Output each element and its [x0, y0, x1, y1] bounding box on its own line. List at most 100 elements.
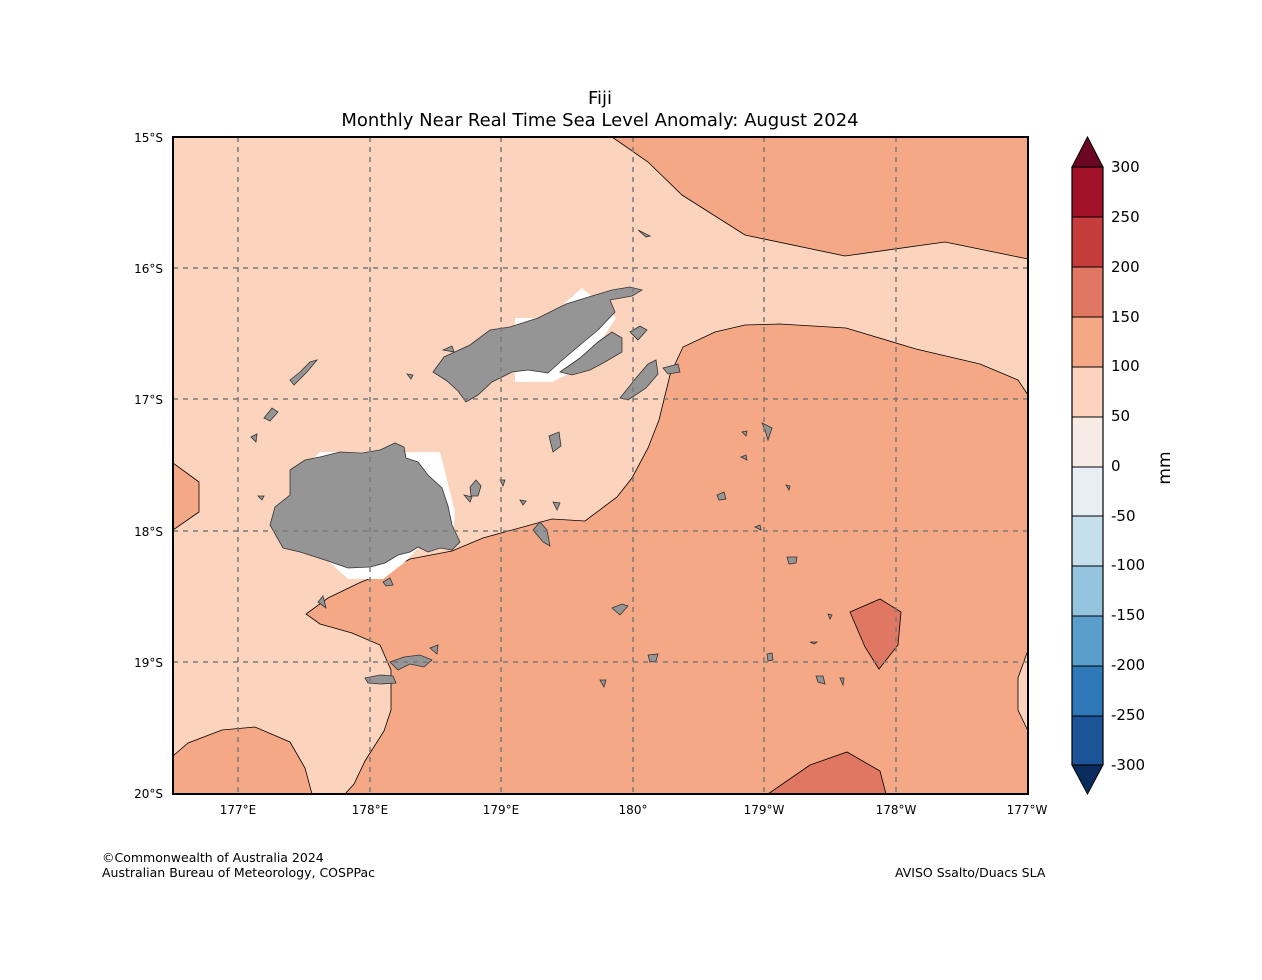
island-vanua-balavu — [662, 363, 681, 375]
island-koro — [548, 431, 562, 453]
map-frame — [172, 136, 1029, 795]
colorbar-cell — [1072, 666, 1103, 716]
lon-label: 177°W — [1007, 803, 1048, 817]
lon-label: 178°E — [352, 803, 389, 817]
island-yasawa-1 — [289, 359, 319, 386]
colorbar-tick: -150 — [1111, 606, 1145, 624]
colorbar-tick: -300 — [1111, 756, 1145, 774]
chart-subtitle: Monthly Near Real Time Sea Level Anomaly… — [341, 110, 859, 131]
island-lau-6 — [786, 556, 798, 565]
lon-label: 178°W — [876, 803, 917, 817]
lon-label: 177°E — [220, 803, 257, 817]
island-lau-12 — [815, 675, 826, 685]
colorbar-frame — [1071, 166, 1104, 766]
lon-label: 179°E — [483, 803, 520, 817]
island-beqa — [382, 577, 394, 587]
colorbar-ticks: 300 250 200 150 100 50 0 -50 -100 -150 -… — [1111, 158, 1145, 774]
agency-text: Australian Bureau of Meteorology, COSPPa… — [102, 865, 375, 880]
colorbar-tick: -100 — [1111, 556, 1145, 574]
island-small-east-1 — [462, 494, 473, 503]
lon-label: 179°W — [744, 803, 785, 817]
island-yasawa-3 — [250, 433, 258, 443]
colorbar-cell — [1072, 516, 1103, 566]
island-small-sw — [257, 495, 265, 501]
colorbar-dividers — [1072, 216, 1103, 717]
colorbar-cell — [1072, 217, 1103, 267]
colorbar-cell — [1072, 167, 1103, 217]
lat-label: 19°S — [134, 656, 163, 670]
colorbar: 300 250 200 150 100 50 0 -50 -100 -150 -… — [1071, 135, 1175, 796]
island-lau-10 — [827, 613, 833, 620]
anomaly-region-150-200-south — [768, 752, 886, 794]
island-kadavu-east — [389, 654, 433, 671]
lat-label: 20°S — [134, 787, 163, 801]
colorbar-extend-top — [1071, 135, 1104, 168]
lon-label: 180° — [619, 803, 648, 817]
anomaly-region-100-150-southwest — [173, 727, 312, 794]
island-small-central-2 — [519, 499, 527, 506]
island-lau-1 — [741, 430, 748, 437]
island-lau-8 — [599, 679, 607, 689]
land-masses — [250, 229, 845, 689]
colorbar-cell — [1072, 716, 1103, 765]
copyright-text: ©Commonwealth of Australia 2024 — [102, 850, 324, 865]
colorbar-cell — [1072, 317, 1103, 367]
colorbar-tick: 50 — [1111, 407, 1130, 425]
island-lakeba — [716, 491, 727, 501]
island-small-nw — [406, 373, 414, 380]
colorbar-cells — [1072, 167, 1103, 765]
colorbar-tick: 150 — [1111, 308, 1140, 326]
island-lau-13 — [839, 677, 845, 687]
colorbar-cell — [1072, 367, 1103, 417]
anomaly-region-150-200-patch — [850, 599, 901, 669]
colorbar-tick: -250 — [1111, 706, 1145, 724]
island-viti-levu — [269, 442, 461, 569]
colorbar-tick: 0 — [1111, 457, 1121, 475]
anomaly-region-100-150-west — [173, 463, 199, 530]
island-vanua-levu — [432, 286, 644, 403]
island-lau-5 — [754, 524, 762, 531]
island-lau-4 — [785, 484, 791, 492]
colorbar-cell — [1072, 566, 1103, 616]
island-qamea — [629, 325, 648, 341]
lat-label: 18°S — [134, 525, 163, 539]
colorbar-tick: -200 — [1111, 656, 1145, 674]
island-small-north — [637, 229, 652, 238]
anomaly-region-100-150-main — [306, 324, 1028, 794]
island-small-central-3 — [552, 501, 561, 511]
lat-label: 16°S — [134, 262, 163, 276]
colorbar-tick: 300 — [1111, 158, 1140, 176]
island-moala — [611, 603, 629, 616]
island-kadavu-west — [364, 674, 397, 685]
island-gau — [532, 521, 551, 547]
latitude-axis: 15°S 16°S 17°S 18°S 19°S 20°S — [134, 131, 163, 801]
island-small-south-1 — [317, 595, 327, 609]
island-taveuni — [559, 331, 623, 376]
colorbar-unit: mm — [1155, 451, 1175, 484]
island-lau-7 — [647, 653, 659, 663]
data-source-text: AVISO Ssalto/Duacs SLA — [895, 865, 1046, 880]
island-yasawa-2 — [263, 407, 279, 422]
graticule — [173, 137, 1028, 794]
island-lau-11 — [766, 652, 774, 662]
island-lau-north — [619, 359, 659, 401]
island-lau-9 — [809, 641, 819, 645]
anomaly-region-100-150-north — [612, 137, 1028, 259]
lat-label: 15°S — [134, 131, 163, 145]
island-small-south-2 — [429, 644, 439, 655]
colorbar-cell — [1072, 267, 1103, 317]
longitude-axis: 177°E 178°E 179°E 180° 179°W 178°W 177°W — [220, 803, 1048, 817]
colorbar-tick: 100 — [1111, 357, 1140, 375]
colorbar-tick: 200 — [1111, 258, 1140, 276]
colorbar-cell — [1072, 417, 1103, 467]
island-lau-3 — [740, 454, 748, 461]
island-ovalau — [469, 479, 482, 497]
colorbar-extend-bottom — [1071, 764, 1104, 796]
chart-title: Fiji — [587, 88, 613, 109]
credit-block: ©Commonwealth of Australia 2024 Australi… — [102, 850, 375, 880]
contour-lines — [173, 137, 1028, 794]
island-small-rabi — [441, 345, 455, 353]
colorbar-cell — [1072, 616, 1103, 666]
colorbar-tick: 250 — [1111, 208, 1140, 226]
